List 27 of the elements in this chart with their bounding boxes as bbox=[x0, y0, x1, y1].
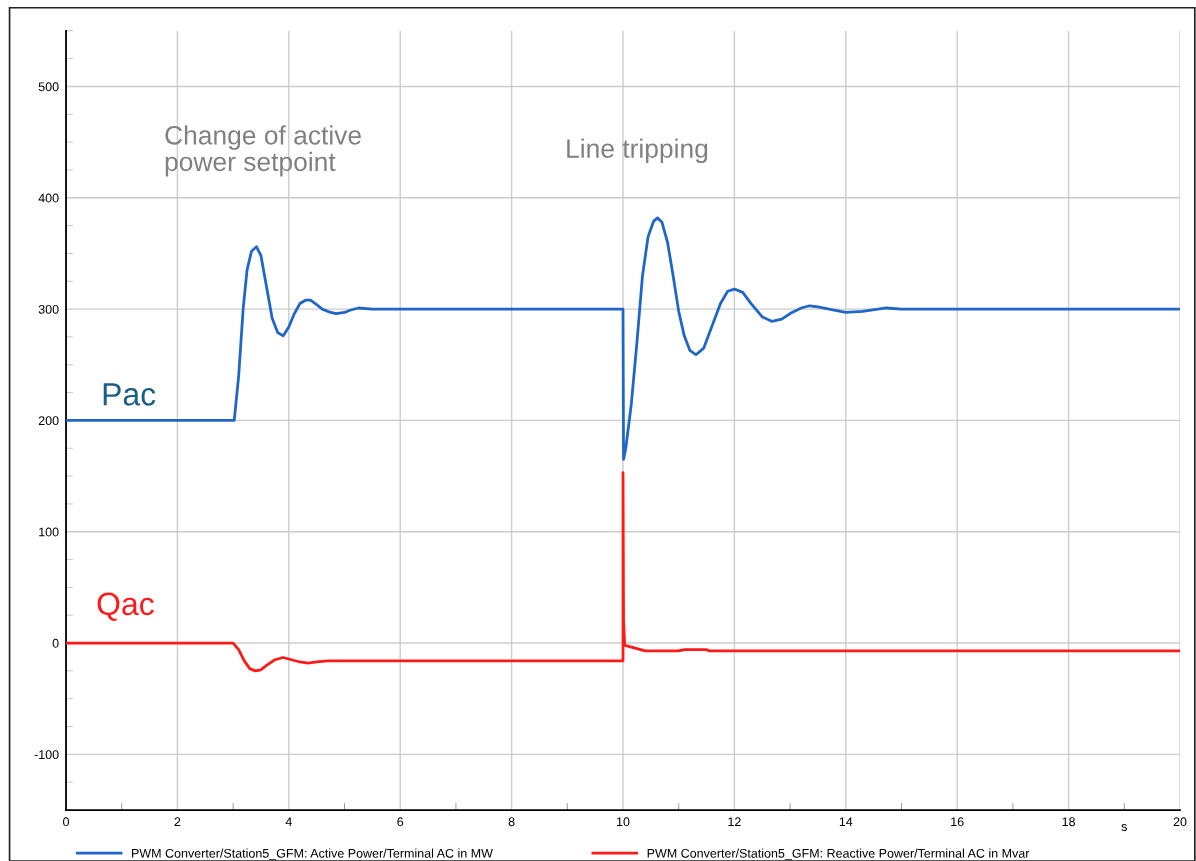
x-tick-label: 8 bbox=[508, 817, 515, 827]
x-tick-label: 14 bbox=[839, 817, 853, 827]
y-tick-label: 400 bbox=[38, 193, 59, 203]
y-tick-label: 100 bbox=[39, 527, 59, 537]
x-tick-label: 18 bbox=[1062, 817, 1075, 827]
legend-label: PWM Converter/Station5_GFM: Active Power/Terminal AC in MW bbox=[132, 848, 493, 861]
y-tick-label: 300 bbox=[38, 304, 59, 314]
annotation: Line tripping bbox=[567, 138, 708, 164]
y-tick-label: 500 bbox=[38, 82, 59, 92]
y-tick-label: 0 bbox=[52, 638, 59, 648]
x-tick-label: 2 bbox=[174, 817, 181, 827]
x-tick-label: 0 bbox=[63, 817, 70, 827]
annotation: Qac bbox=[97, 592, 154, 621]
annotation: Pac bbox=[103, 383, 156, 406]
line-series bbox=[66, 471, 1180, 673]
y-tick-label: 200 bbox=[38, 416, 59, 426]
annotation: Change of active power setpoint bbox=[165, 125, 361, 177]
x-tick-label: 20 bbox=[1173, 817, 1187, 827]
x-tick-label: 12 bbox=[728, 817, 741, 827]
line-series bbox=[66, 216, 1180, 461]
x-tick-label: 10 bbox=[617, 817, 630, 827]
x-tick-label: 4 bbox=[285, 817, 292, 827]
x-tick-label: 6 bbox=[397, 817, 404, 827]
x-axis-title: s bbox=[1121, 824, 1127, 831]
legend-label: PWM Converter/Station5_GFM: Reactive Power/Terminal AC in Mvar bbox=[647, 848, 1030, 861]
y-tick-label: -100 bbox=[34, 750, 59, 760]
x-tick-label: 16 bbox=[951, 817, 964, 827]
